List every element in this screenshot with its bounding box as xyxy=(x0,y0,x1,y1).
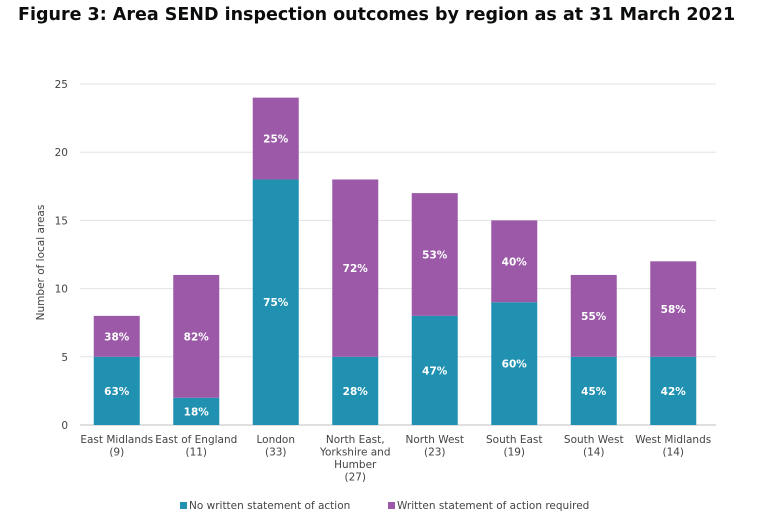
data-label: 58% xyxy=(661,304,687,316)
bar-segment-no-wsoa xyxy=(332,356,379,425)
legend-swatch-wsoa xyxy=(388,502,395,509)
legend-item-no-wsoa: No written statement of action xyxy=(180,500,350,512)
bar-segment-no-wsoa xyxy=(252,179,299,425)
x-category-label: South West (14) xyxy=(564,434,624,459)
x-category-label-line: (14) xyxy=(662,447,684,459)
x-category-label-line: North East, xyxy=(326,434,385,446)
data-labels: 63% 38% 18% 82% 75% 25% 28% 72% 47% 53% 60% 40% 45% 5… xyxy=(104,134,686,419)
data-label: 63% xyxy=(104,386,130,398)
data-label: 60% xyxy=(502,359,528,371)
x-category-label-line: (23) xyxy=(424,447,446,459)
bar-segment-wsoa xyxy=(252,97,299,180)
legend-item-wsoa: Written statement of action required xyxy=(388,500,589,512)
x-category-label-line: North West xyxy=(405,434,464,446)
x-category-label: London (33) xyxy=(257,434,296,459)
x-category-label: East Midlands (9) xyxy=(80,434,153,459)
y-tick-label: 25 xyxy=(55,79,68,91)
y-tick-label: 15 xyxy=(55,215,68,227)
x-category-label: North East, Yorkshire and Humber (27) xyxy=(319,434,391,484)
y-tick-label: 20 xyxy=(55,147,68,159)
x-category-label-line: (9) xyxy=(109,447,124,459)
x-category-label: South East (19) xyxy=(486,434,543,459)
data-label: 42% xyxy=(661,386,687,398)
page-title: Figure 3: Area SEND inspection outcomes … xyxy=(18,5,736,25)
data-label: 40% xyxy=(502,256,528,268)
y-axis-label: Number of local areas xyxy=(35,205,47,321)
data-label: 45% xyxy=(581,386,607,398)
data-label: 18% xyxy=(184,406,210,418)
x-category-label-line: East Midlands xyxy=(80,434,153,446)
stacked-bar-chart: 63% 38% 18% 82% 75% 25% 28% 72% 47% 53% 60% 40% 45% 5… xyxy=(35,79,716,484)
y-tick-label: 0 xyxy=(61,420,68,432)
bar-segment-wsoa xyxy=(93,315,140,357)
x-category-label-line: (14) xyxy=(583,447,605,459)
legend-swatch-no-wsoa xyxy=(180,502,187,509)
x-category-label-line: (27) xyxy=(344,472,366,484)
data-label: 55% xyxy=(581,311,607,323)
bar-segment-wsoa xyxy=(411,193,458,316)
x-category-label-line: (19) xyxy=(503,447,525,459)
data-label: 72% xyxy=(343,263,369,275)
y-tick-label: 5 xyxy=(61,352,68,364)
bar-segment-no-wsoa xyxy=(411,315,458,425)
x-category-label-line: (33) xyxy=(265,447,287,459)
x-category-label: North West (23) xyxy=(405,434,464,459)
x-category-label-line: West Midlands xyxy=(635,434,711,446)
bar-segment-wsoa xyxy=(173,274,220,398)
x-category-label-line: London xyxy=(257,434,296,446)
x-category-label-line: (11) xyxy=(185,447,207,459)
axes: 0 5 10 15 20 25 Number of local areas East Midl… xyxy=(35,79,711,484)
x-category-label-line: Yorkshire and xyxy=(319,447,391,459)
legend-label-wsoa: Written statement of action required xyxy=(397,500,590,512)
data-label: 82% xyxy=(184,331,210,343)
data-label: 53% xyxy=(422,250,448,262)
bars xyxy=(93,97,697,425)
x-category-label-line: Humber xyxy=(334,459,377,471)
bar-segment-no-wsoa xyxy=(650,356,697,425)
bar-segment-no-wsoa xyxy=(173,397,220,425)
data-label: 28% xyxy=(343,386,369,398)
x-category-label-line: South East xyxy=(486,434,543,446)
legend-label-no-wsoa: No written statement of action xyxy=(189,500,351,512)
bar-segment-no-wsoa xyxy=(491,302,538,425)
y-tick-label: 10 xyxy=(55,284,68,296)
bar-segment-no-wsoa xyxy=(570,356,617,425)
bar-segment-wsoa xyxy=(332,179,379,357)
data-label: 25% xyxy=(263,134,289,146)
data-label: 75% xyxy=(263,297,289,309)
bar-segment-no-wsoa xyxy=(93,356,140,425)
x-category-label-line: South West xyxy=(564,434,624,446)
x-category-label-line: East of England xyxy=(155,434,237,446)
data-label: 38% xyxy=(104,331,130,343)
bar-segment-wsoa xyxy=(570,274,617,357)
x-category-label: East of England (11) xyxy=(155,434,237,459)
x-category-label: West Midlands (14) xyxy=(635,434,711,459)
data-label: 47% xyxy=(422,365,448,377)
bar-segment-wsoa xyxy=(650,261,697,357)
bar-segment-wsoa xyxy=(491,220,538,303)
